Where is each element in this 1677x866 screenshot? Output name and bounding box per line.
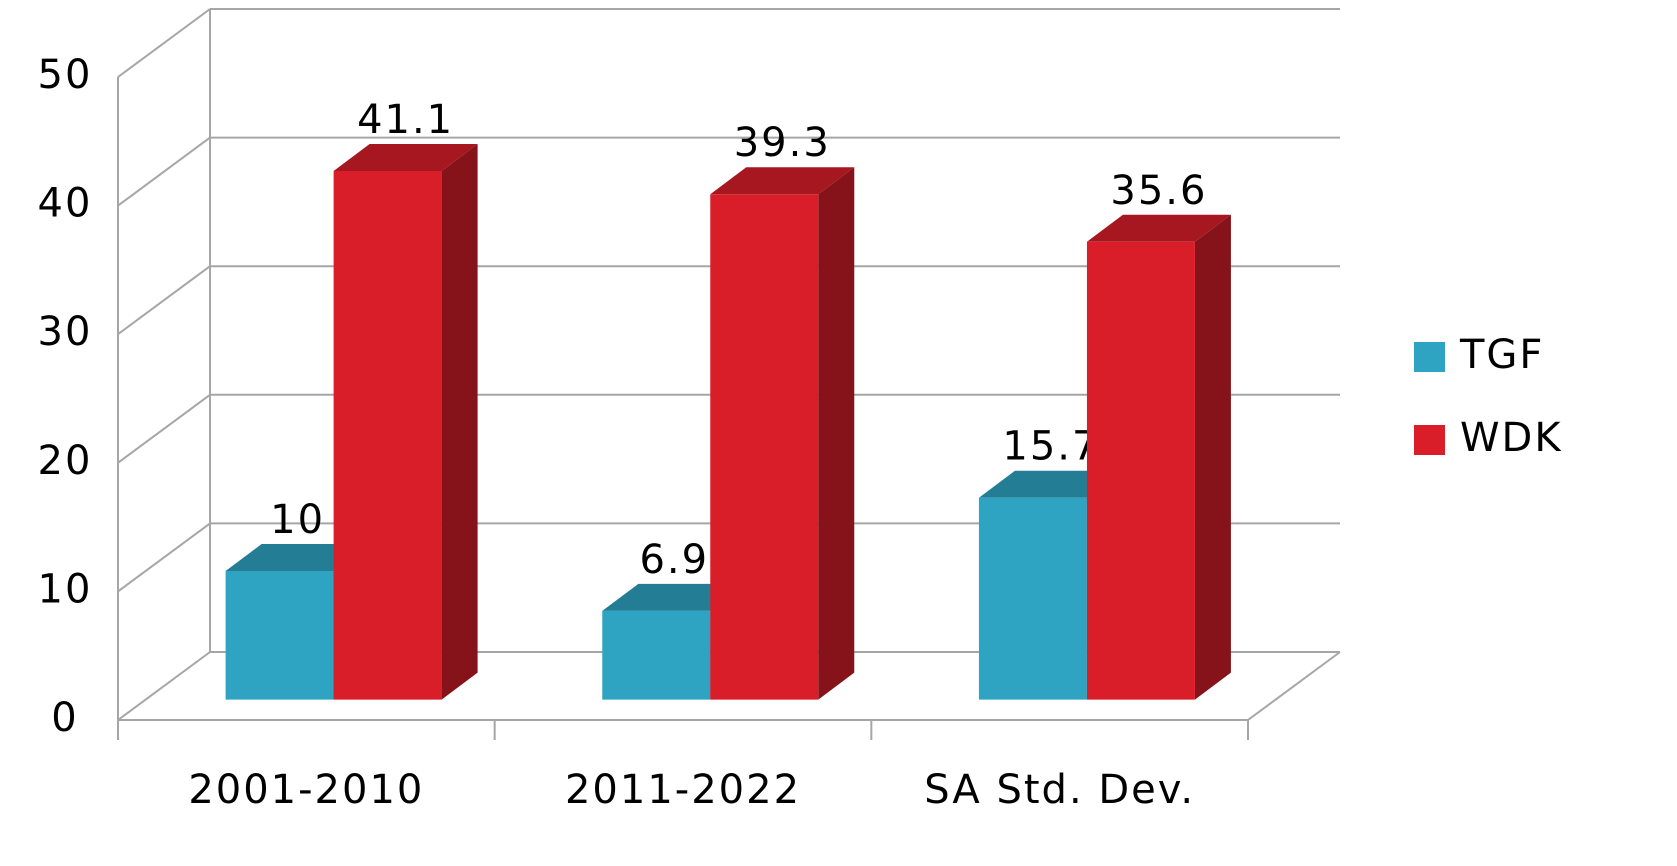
data-label: 35.6 [1110,168,1207,214]
grid-line [117,8,211,78]
bar-face [1086,241,1195,700]
bar-top [333,144,478,172]
y-tick-label: 10 [38,566,93,612]
y-tick-label: 30 [38,309,93,355]
grid-line [117,136,211,207]
bar-top [710,167,855,195]
grid-line [117,265,211,336]
bar-face [710,194,819,700]
grid-line [117,393,211,464]
data-label: 10 [270,497,325,543]
grid-line [117,651,211,721]
bar-side [818,167,855,700]
bar-face [225,571,334,700]
bar-face [333,171,442,700]
bar-side [1194,214,1231,700]
bar-side [441,144,478,700]
bar [710,167,855,700]
bar-face [978,497,1087,700]
y-tick-label: 0 [51,695,78,741]
legend-swatch [1414,425,1445,455]
legend-label: TGF [1459,332,1544,378]
y-tick-label: 20 [38,438,93,484]
y-tick-label: 40 [38,181,93,227]
x-tick-label: 2001-2010 [188,767,424,813]
x-tick-label: 2011-2022 [565,767,801,813]
axis-line [1247,651,1341,721]
bar [1086,214,1231,700]
grid-line [117,522,211,593]
data-label: 41.1 [357,97,454,143]
bar [333,144,478,700]
data-label: 6.9 [639,537,709,583]
bar-top [1086,214,1231,242]
x-tick-label: SA Std. Dev. [924,767,1195,813]
data-label: 39.3 [734,120,831,166]
legend-label: WDK [1460,415,1563,461]
legend-swatch [1414,342,1445,372]
y-tick-label: 50 [38,52,93,98]
bar-face [602,610,711,700]
data-label: 15.7 [1002,424,1099,470]
